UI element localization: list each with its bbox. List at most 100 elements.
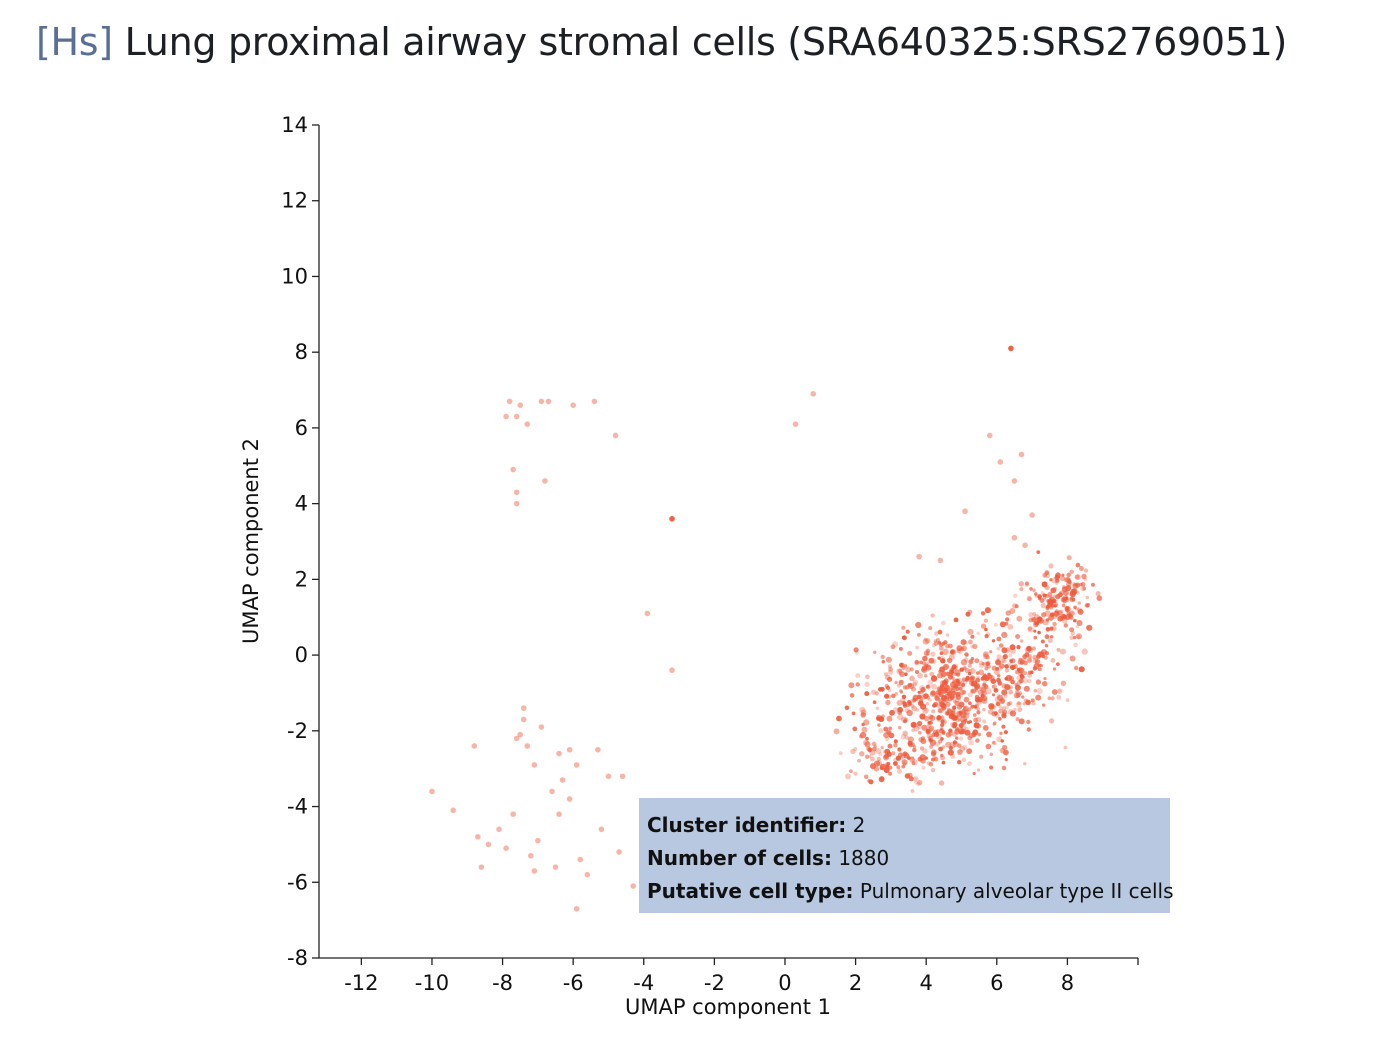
scatter-point (929, 739, 937, 746)
scatter-point (1031, 701, 1036, 706)
scatter-point (910, 789, 915, 793)
scatter-point (950, 685, 955, 691)
scatter-point (1078, 666, 1085, 673)
scatter-point (971, 732, 977, 737)
scatter-point (1076, 634, 1081, 640)
scatter-point (915, 645, 919, 650)
scatter-point (853, 747, 858, 751)
scatter-point (566, 796, 573, 802)
scatter-point (1013, 707, 1017, 712)
scatter-point (1042, 593, 1046, 598)
y-axis-label: UMAP component 2 (239, 438, 263, 644)
scatter-point (899, 671, 905, 677)
scatter-point (1066, 555, 1072, 561)
scatter-point (893, 757, 898, 763)
scatter-point (833, 728, 840, 735)
scatter-point (976, 631, 980, 636)
scatter-point (1003, 730, 1009, 735)
tooltip-cluster-value: 2 (852, 813, 866, 837)
scatter-point (887, 664, 893, 669)
scatter-point (1009, 644, 1016, 651)
scatter-point (883, 726, 889, 732)
scatter-point (1004, 758, 1008, 762)
scatter-point (896, 700, 903, 706)
scatter-point (1066, 572, 1071, 578)
scatter-point (915, 708, 920, 712)
scatter-point (974, 706, 978, 711)
scatter-point (923, 650, 930, 657)
scatter-point (970, 634, 975, 639)
scatter-point (976, 698, 981, 702)
scatter-point (1031, 646, 1036, 651)
scatter-point (1007, 624, 1014, 630)
scatter-point (921, 668, 925, 673)
scatter-point (933, 701, 939, 707)
scatter-point (1033, 620, 1039, 626)
scatter-point (899, 690, 904, 694)
scatter-point (848, 682, 855, 689)
scatter-point (1051, 689, 1058, 695)
scatter-point (940, 737, 944, 741)
scatter-point (871, 741, 877, 747)
scatter-point (940, 658, 946, 664)
scatter-point (945, 671, 951, 677)
scatter-point (1006, 701, 1011, 707)
scatter-points (429, 345, 1103, 912)
scatter-point (878, 752, 883, 757)
scatter-point (1024, 581, 1029, 586)
scatter-point (1016, 692, 1021, 698)
scatter-point (1018, 658, 1025, 665)
scatter-point (859, 731, 867, 739)
y-tick-label: -4 (287, 795, 308, 819)
scatter-point (898, 726, 902, 730)
scatter-point (986, 432, 993, 439)
scatter-point (919, 746, 925, 751)
scatter-point (948, 713, 955, 720)
scatter-point (965, 726, 969, 731)
scatter-point (902, 635, 907, 641)
scatter-point (897, 747, 902, 752)
scatter-point (1095, 591, 1101, 597)
scatter-point (1029, 512, 1035, 518)
scatter-point (908, 776, 914, 782)
scatter-point (968, 739, 974, 746)
scatter-point (917, 779, 923, 786)
scatter-point (963, 640, 968, 645)
scatter-point (1056, 647, 1061, 652)
scatter-point (1037, 630, 1041, 635)
scatter-point (1023, 678, 1029, 684)
scatter-point (1037, 651, 1043, 658)
scatter-point (968, 639, 973, 645)
scatter-point (870, 689, 877, 695)
scatter-point (867, 747, 873, 753)
scatter-point (1048, 563, 1054, 569)
scatter-point (951, 664, 957, 670)
scatter-point (1049, 718, 1055, 724)
scatter-point (524, 743, 531, 749)
scatter-point (884, 693, 890, 699)
scatter-point (1007, 709, 1014, 715)
scatter-point (901, 665, 906, 671)
scatter-point (887, 676, 893, 682)
scatter-point (993, 622, 998, 627)
scatter-point (872, 700, 877, 704)
scatter-point (1082, 586, 1087, 591)
scatter-point (1065, 698, 1070, 702)
scatter-point (925, 638, 931, 644)
scatter-point (931, 749, 937, 756)
scatter-point (922, 638, 929, 645)
scatter-point (1074, 665, 1079, 671)
scatter-point (977, 686, 982, 690)
scatter-point (1064, 606, 1070, 611)
scatter-point (997, 459, 1004, 465)
scatter-point (975, 716, 982, 723)
scatter-point (1033, 614, 1040, 620)
scatter-point (1055, 572, 1061, 579)
scatter-point (538, 398, 545, 405)
scatter-point (968, 659, 974, 665)
scatter-point (947, 674, 953, 680)
scatter-point (915, 670, 919, 674)
scatter-point (855, 673, 861, 678)
scatter-point (859, 751, 865, 757)
scatter-point (1009, 710, 1017, 717)
